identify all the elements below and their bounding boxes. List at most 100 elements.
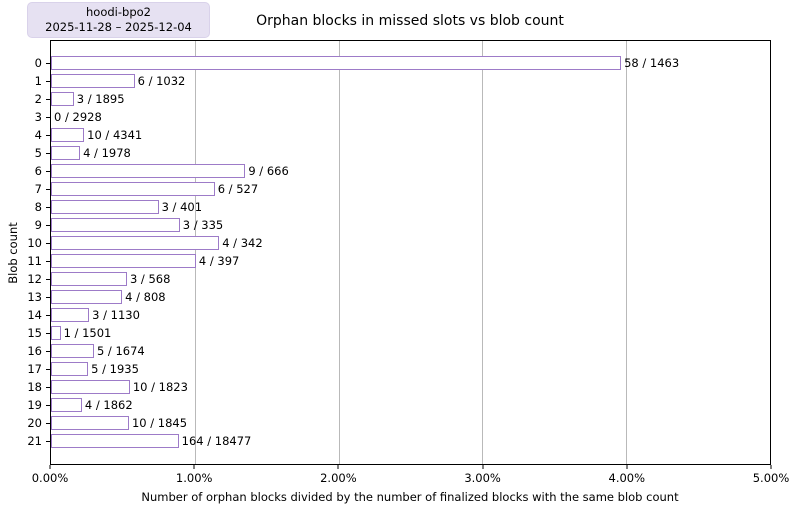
y-tick-mark [46, 423, 50, 424]
y-tick-mark [46, 441, 50, 442]
y-tick-label: 16 [27, 344, 42, 358]
bar-value-label: 10 / 1845 [131, 416, 188, 430]
y-tick-mark [46, 153, 50, 154]
x-tick-label: 5.00% [752, 471, 790, 485]
bar-value-label: 1 / 1501 [63, 326, 112, 340]
bar-value-label: 4 / 397 [198, 254, 240, 268]
bar [51, 164, 246, 178]
x-tick-label: 0.00% [31, 471, 69, 485]
y-tick-label: 4 [34, 128, 42, 142]
bar-row: 13 4 / 808 [27, 290, 770, 304]
bar-row: 17 5 / 1935 [27, 362, 770, 376]
y-tick-label: 0 [34, 56, 42, 70]
y-tick-mark [46, 171, 50, 172]
bar-value-label: 164 / 18477 [181, 434, 252, 448]
x-tick-mark [193, 465, 195, 469]
y-tick-mark [46, 387, 50, 388]
y-tick-mark [46, 207, 50, 208]
x-tick-label: 4.00% [608, 471, 646, 485]
bar [51, 254, 196, 268]
x-tick-mark [49, 465, 51, 469]
y-tick-label: 15 [27, 326, 42, 340]
bar [51, 434, 179, 448]
bar [51, 200, 159, 214]
bar-value-label: 4 / 1862 [84, 398, 133, 412]
legend-box: hoodi-bpo2 2025-11-28 – 2025-12-04 [27, 2, 210, 38]
x-tick-label: 2.00% [320, 471, 357, 485]
bar-value-label: 6 / 527 [217, 182, 259, 196]
x-axis-label: Number of orphan blocks divided by the n… [141, 490, 679, 504]
bar [51, 362, 89, 376]
y-tick-mark [46, 135, 50, 136]
y-tick-label: 6 [34, 164, 42, 178]
y-tick-mark [46, 261, 50, 262]
y-tick-label: 17 [27, 362, 42, 376]
bar-row: 18 10 / 1823 [27, 380, 770, 394]
bar [51, 218, 180, 232]
bar-row: 12 3 / 568 [27, 272, 770, 286]
bar-value-label: 3 / 568 [129, 272, 171, 286]
bar-row: 19 4 / 1862 [27, 398, 770, 412]
bar [51, 398, 82, 412]
bar-row: 2 3 / 1895 [35, 92, 770, 106]
y-tick-label: 5 [34, 146, 42, 160]
y-tick-label: 20 [27, 416, 42, 430]
bar [51, 416, 129, 430]
y-tick-mark [46, 117, 50, 118]
y-tick-label: 3 [34, 110, 42, 124]
bar [51, 326, 61, 340]
bar-value-label: 9 / 666 [248, 164, 289, 178]
plot-area: 0 58 / 1463 1 6 / 1032 2 3 / 1895 3 0 / 2928 4 10… [27, 40, 771, 465]
bar-value-label: 3 / 335 [182, 218, 224, 232]
y-tick-mark [46, 279, 50, 280]
bar-value-label: 3 / 1130 [92, 308, 140, 322]
y-tick-label: 14 [27, 308, 42, 322]
bar [51, 380, 130, 394]
bar [51, 128, 85, 142]
y-axis-label: Blob count [6, 222, 20, 284]
y-tick-mark [46, 63, 50, 64]
y-tick-label: 19 [27, 398, 42, 412]
bar-row: 16 5 / 1674 [27, 344, 770, 358]
bar-row: 14 3 / 1130 [27, 308, 770, 322]
bar-row: 21 164 / 18477 [27, 434, 770, 448]
y-tick-label: 11 [27, 254, 42, 268]
bar [51, 182, 215, 196]
x-tick-mark [770, 465, 772, 469]
y-tick-mark [46, 99, 50, 100]
bar-value-label: 5 / 1935 [91, 362, 139, 376]
gridline [482, 41, 484, 464]
bar-value-label: 4 / 808 [125, 290, 166, 304]
y-tick-mark [46, 369, 50, 370]
y-tick-label: 8 [34, 200, 42, 214]
bar [51, 146, 81, 160]
bar-value-label: 10 / 4341 [87, 128, 143, 142]
bar-value-label: 6 / 1032 [137, 74, 186, 88]
bar-value-label: 4 / 1978 [83, 146, 131, 160]
y-tick-label: 9 [34, 218, 42, 232]
y-tick-label: 1 [34, 74, 42, 88]
bar-value-label: 4 / 342 [222, 236, 263, 250]
y-tick-mark [46, 243, 50, 244]
bar-row: 20 10 / 1845 [27, 416, 770, 430]
y-tick-mark [46, 189, 50, 190]
bar [51, 272, 127, 286]
bar-row: 10 4 / 342 [27, 236, 770, 250]
gridline [194, 41, 196, 464]
y-tick-label: 10 [27, 236, 42, 250]
bar [51, 92, 74, 106]
bar-row: 3 0 / 2928 [35, 110, 770, 124]
bar-row: 6 9 / 666 [35, 164, 770, 178]
y-tick-mark [46, 333, 50, 334]
gridline [338, 41, 340, 464]
x-tick-mark [626, 465, 628, 469]
x-tick-label: 1.00% [175, 471, 213, 485]
bars-container: 0 58 / 1463 1 6 / 1032 2 3 / 1895 3 0 / 2928 4 10… [27, 41, 770, 464]
bar-row: 5 4 / 1978 [35, 146, 770, 160]
bar-row: 15 1 / 1501 [27, 326, 770, 340]
bar-value-label: 58 / 1463 [624, 56, 680, 70]
gridline [626, 41, 628, 464]
bar-value-label: 10 / 1823 [132, 380, 188, 394]
bar-value-label: 0 / 2928 [54, 110, 102, 124]
